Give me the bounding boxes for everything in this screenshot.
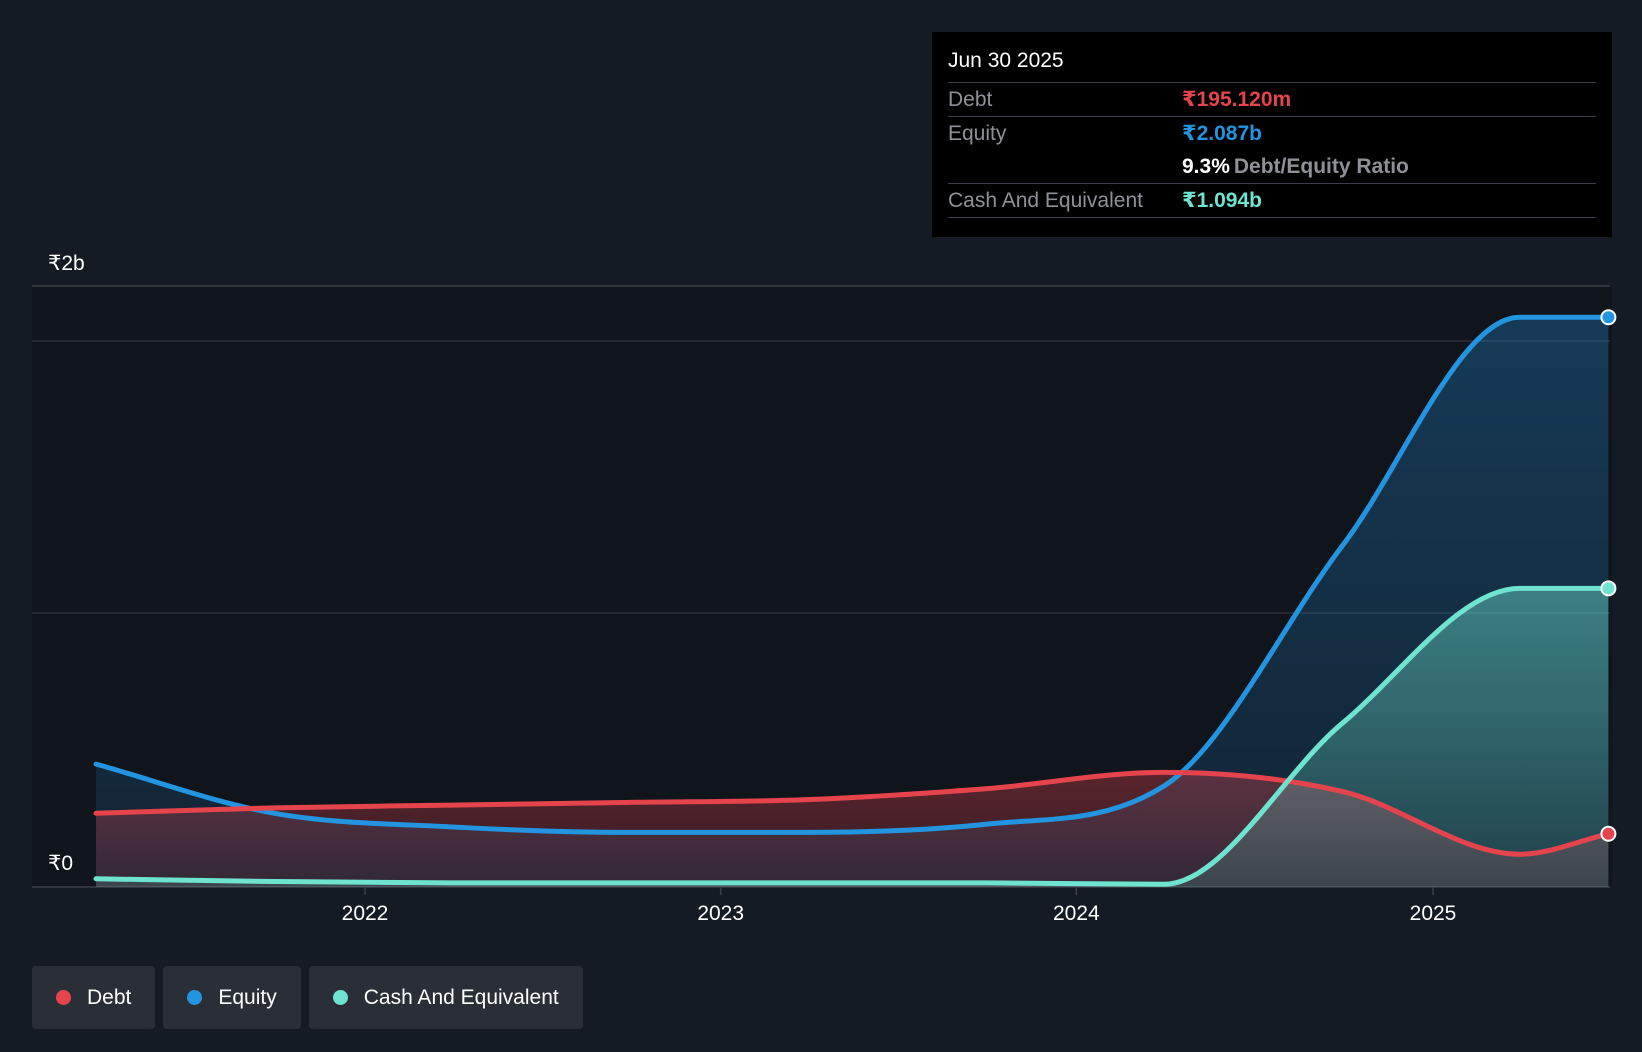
legend: Debt Equity Cash And Equivalent bbox=[32, 966, 583, 1029]
tooltip-row-equity: Equity ₹2.087b bbox=[948, 117, 1596, 150]
cash-line bbox=[93, 585, 1611, 887]
tooltip-debt-value: ₹195.120m bbox=[1182, 88, 1292, 111]
equity-line bbox=[93, 314, 1611, 835]
legend-item-equity[interactable]: Equity bbox=[163, 966, 301, 1029]
legend-dot-equity bbox=[187, 990, 203, 1005]
legend-dot-debt bbox=[56, 990, 71, 1005]
tooltip-equity-label: Equity bbox=[948, 122, 1007, 145]
tooltip-panel: Jun 30 2025 Debt ₹195.120m Equity ₹2.087… bbox=[932, 32, 1612, 237]
tooltip-row-debt: Debt ₹195.120m bbox=[948, 83, 1596, 117]
series-lines bbox=[93, 314, 1611, 887]
legend-label-debt: Debt bbox=[87, 985, 132, 1009]
legend-dot-cash bbox=[332, 990, 348, 1005]
legend-item-cash[interactable]: Cash And Equivalent bbox=[308, 966, 583, 1029]
equity-endpoint bbox=[1600, 309, 1617, 326]
tooltip-equity-value: ₹2.087b bbox=[1182, 122, 1262, 145]
equity-area bbox=[96, 317, 1609, 887]
legend-item-debt[interactable]: Debt bbox=[32, 966, 156, 1029]
legend-label-equity: Equity bbox=[218, 985, 277, 1009]
debt-line bbox=[93, 769, 1611, 857]
cash-endpoint bbox=[1600, 580, 1617, 597]
legend-label-cash: Cash And Equivalent bbox=[363, 985, 559, 1009]
tooltip-ratio-value: 9.3% bbox=[1182, 155, 1230, 178]
tooltip-row-ratio: 9.3% Debt/Equity Ratio bbox=[948, 150, 1596, 184]
tooltip-debt-label: Debt bbox=[948, 88, 993, 111]
tooltip-cash-value: ₹1.094b bbox=[1182, 189, 1262, 212]
x-tick-label: 2022 bbox=[342, 902, 389, 925]
x-axis: 2022 2023 2024 2025 bbox=[342, 887, 1457, 925]
x-tick-label: 2023 bbox=[697, 902, 744, 925]
debt-endpoint bbox=[1600, 825, 1617, 842]
y-tick-label-top: ₹2b bbox=[48, 252, 85, 275]
tooltip-ratio-spacer bbox=[948, 150, 1182, 183]
x-tick-label: 2025 bbox=[1410, 902, 1457, 925]
series-endpoints bbox=[1600, 309, 1617, 842]
cash-area bbox=[96, 588, 1609, 887]
tooltip-cash-label: Cash And Equivalent bbox=[948, 189, 1143, 212]
tooltip-row-cash: Cash And Equivalent ₹1.094b bbox=[948, 184, 1596, 218]
y-tick-label-bottom: ₹0 bbox=[48, 852, 73, 875]
tooltip-ratio-label: Debt/Equity Ratio bbox=[1233, 155, 1409, 178]
tooltip-date: Jun 30 2025 bbox=[948, 46, 1596, 83]
x-tick-label: 2024 bbox=[1053, 902, 1100, 925]
